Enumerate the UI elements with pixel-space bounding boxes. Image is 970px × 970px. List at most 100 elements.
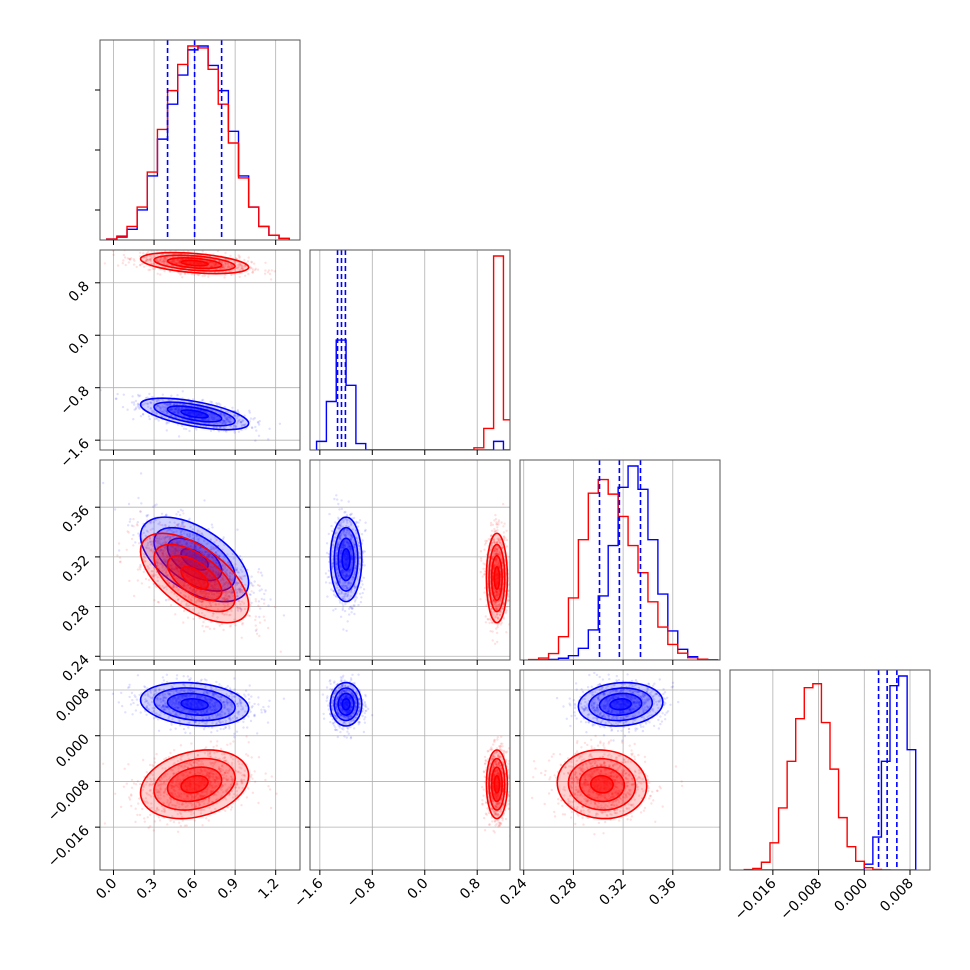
scatter-point [502, 531, 505, 534]
scatter-point [345, 563, 348, 566]
scatter-point [228, 590, 231, 594]
scatter-point [256, 268, 260, 271]
scatter-point [330, 588, 333, 591]
scatter-point [344, 576, 348, 579]
scatter-point [165, 555, 168, 559]
scatter-point [177, 435, 181, 438]
scatter-point [226, 560, 230, 564]
scatter-point [182, 403, 185, 406]
scatter-point [198, 546, 202, 550]
scatter-point [174, 565, 177, 568]
scatter-point [146, 396, 149, 399]
scatter-point [355, 532, 358, 535]
scatter-point [348, 533, 351, 536]
scatter-point [213, 586, 216, 589]
scatter-point [343, 557, 346, 560]
scatter-point [243, 265, 246, 268]
scatter-point [221, 612, 224, 615]
scatter-point [147, 405, 150, 408]
scatter-point [243, 264, 246, 267]
density-blue [181, 409, 209, 418]
scatter-point [223, 598, 226, 601]
scatter-point [243, 414, 246, 417]
scatter-point [189, 560, 192, 563]
scatter-point [208, 261, 211, 264]
scatter-point [173, 568, 176, 571]
scatter-point [493, 530, 497, 533]
scatter-point [189, 560, 192, 564]
scatter-point [232, 600, 235, 603]
scatter-point [495, 572, 499, 575]
scatter-point [339, 592, 342, 596]
scatter-point [189, 568, 193, 571]
scatter-point [346, 528, 349, 532]
scatter-point [200, 585, 203, 588]
scatter-point [128, 257, 131, 261]
scatter-point [225, 568, 229, 572]
scatter-point [187, 571, 190, 575]
scatter-point [148, 537, 152, 540]
scatter-point [167, 555, 170, 559]
scatter-point [202, 595, 206, 598]
scatter-point [336, 570, 339, 574]
scatter-point [223, 414, 227, 417]
scatter-point [158, 259, 162, 262]
scatter-point [185, 261, 188, 264]
scatter-point [169, 402, 172, 405]
scatter-point [215, 263, 218, 266]
scatter-point [195, 572, 198, 575]
scatter-point [494, 546, 497, 549]
scatter-point [339, 560, 342, 563]
scatter-point [349, 545, 352, 548]
scatter-point [246, 590, 249, 594]
scatter-point [192, 574, 196, 577]
scatter-point [119, 560, 122, 563]
scatter-point [490, 533, 493, 537]
scatter-point [338, 564, 342, 567]
scatter-point [211, 418, 214, 421]
scatter-point [358, 547, 361, 551]
scatter-point [153, 599, 156, 602]
scatter-point [170, 398, 173, 402]
scatter-point [344, 564, 348, 567]
scatter-point [342, 544, 345, 547]
scatter-point [184, 552, 187, 556]
scatter-point [162, 260, 166, 263]
scatter-point [491, 621, 494, 625]
scatter-point [196, 262, 199, 265]
scatter-point [205, 591, 209, 595]
scatter-point [213, 583, 216, 586]
scatter-point [177, 574, 180, 577]
scatter-point [497, 603, 501, 606]
scatter-point [154, 411, 157, 414]
scatter-point [139, 565, 143, 568]
scatter-point [209, 574, 212, 577]
scatter-point [210, 584, 214, 587]
scatter-point [133, 408, 136, 411]
scatter-point [180, 521, 184, 524]
scatter-point [219, 572, 223, 576]
scatter-point [122, 259, 125, 262]
scatter-point [183, 411, 187, 414]
scatter-point [141, 262, 144, 265]
scatter-point [168, 548, 171, 551]
scatter-point [161, 566, 164, 569]
scatter-point [214, 571, 218, 574]
scatter-point [149, 268, 152, 271]
scatter-point [242, 423, 245, 427]
scatter-point [198, 599, 202, 603]
scatter-point [345, 573, 349, 576]
scatter-point [144, 534, 147, 537]
scatter-point [127, 502, 131, 506]
scatter-point [361, 591, 364, 595]
scatter-point [132, 525, 135, 528]
scatter-point [222, 555, 226, 558]
scatter-point [342, 544, 345, 548]
scatter-point [211, 570, 215, 573]
scatter-point [217, 603, 221, 606]
scatter-point [182, 557, 185, 560]
scatter-point [235, 581, 239, 585]
scatter-point [172, 535, 175, 538]
scatter-point [344, 577, 347, 580]
scatter-point [194, 565, 198, 568]
